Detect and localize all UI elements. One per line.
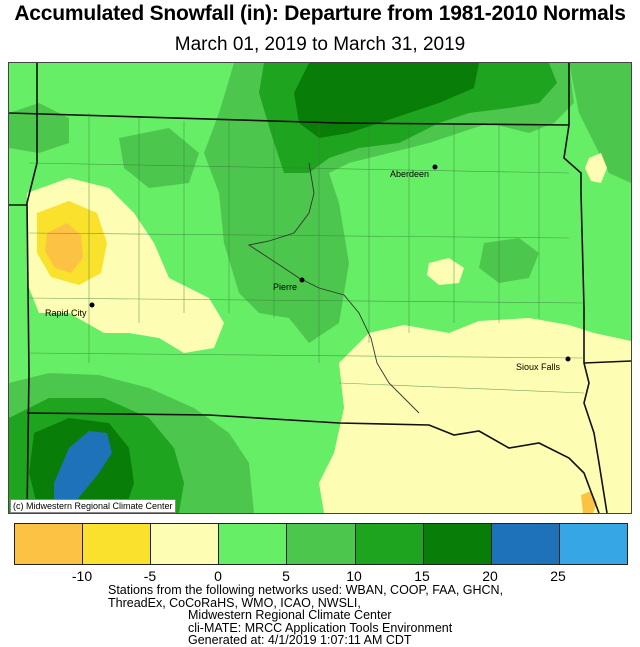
- city-label-pierre: Pierre: [273, 282, 297, 292]
- zone-5-to-10-northeast: [569, 63, 631, 183]
- color-legend: [14, 523, 628, 565]
- legend-tick: 20: [482, 568, 498, 584]
- snowfall-departure-map: Aberdeen Pierre Rapid City Sioux Falls: [8, 62, 632, 514]
- county-lines: [28, 113, 585, 394]
- legend-swatch-10-to-15: [355, 524, 424, 564]
- source-notes: Stations from the following networks use…: [108, 584, 608, 647]
- legend-tick-labels: -10 -5 0 5 10 15 20 25: [0, 567, 640, 585]
- zone-5-to-10-northwest: [9, 103, 69, 153]
- legend-swatch-0-to-5: [219, 524, 288, 564]
- missouri-river: [247, 162, 420, 414]
- zone-minus5-to-0-ne-spot: [585, 153, 607, 183]
- zone-minus5-to-0-southeast: [319, 318, 631, 513]
- note-line: Generated at: 4/1/2019 1:07:11 AM CDT: [188, 633, 412, 647]
- city-marker-icon: [299, 277, 305, 283]
- map-title: Accumulated Snowfall (in): Departure fro…: [14, 2, 626, 25]
- note-line: cli-MATE: MRCC Application Tools Environ…: [188, 620, 453, 635]
- legend-swatch-above-25: [559, 524, 627, 564]
- legend-swatch-minus5-to-0: [151, 524, 220, 564]
- city-marker-icon: [565, 356, 571, 362]
- map-canvas: Aberdeen Pierre Rapid City Sioux Falls: [9, 63, 631, 513]
- legend-swatch-20-to-25: [491, 524, 560, 564]
- legend-tick: -5: [143, 568, 157, 584]
- legend-swatch-15-to-20: [423, 524, 492, 564]
- city-label-sioux-falls: Sioux Falls: [516, 362, 561, 372]
- note-line: Stations from the following networks use…: [108, 583, 504, 597]
- legend-tick: 0: [214, 568, 222, 584]
- state-boundaries: [9, 63, 631, 513]
- legend-tick: 25: [550, 568, 566, 584]
- city-label-rapid-city: Rapid City: [45, 308, 87, 318]
- zone-20-to-25-southwest: [54, 431, 112, 513]
- legend-swatch-below-minus10: [15, 524, 84, 564]
- map-subtitle: March 01, 2019 to March 31, 2019: [174, 34, 466, 55]
- city-marker-icon: [89, 302, 95, 308]
- legend-tick: 10: [346, 568, 362, 584]
- zone-5-to-10-east: [479, 238, 539, 283]
- zone-15-to-20-north: [294, 63, 479, 138]
- legend-swatch-5-to-10: [287, 524, 356, 564]
- city-marker-icon: [432, 164, 438, 170]
- legend-tick: -10: [71, 568, 93, 584]
- zone-below-minus10-west: [45, 223, 83, 273]
- city-sioux-falls: Sioux Falls: [516, 356, 571, 372]
- map-credit: (c) Midwestern Regional Climate Center: [10, 499, 176, 513]
- zone-minus5-to-0-east-spot: [427, 258, 464, 285]
- note-line: Midwestern Regional Climate Center: [188, 608, 392, 622]
- legend-tick: 15: [414, 568, 430, 584]
- city-pierre: Pierre: [273, 277, 305, 292]
- city-rapid-city: Rapid City: [45, 302, 95, 318]
- city-aberdeen: Aberdeen: [390, 164, 438, 179]
- legend-tick: 5: [282, 568, 290, 584]
- legend-swatch-minus10-to-minus5: [83, 524, 152, 564]
- city-label-aberdeen: Aberdeen: [390, 169, 429, 179]
- note-line: ThreadEx, CoCoRaHS, WMO, ICAO, NWSLI,: [108, 595, 361, 610]
